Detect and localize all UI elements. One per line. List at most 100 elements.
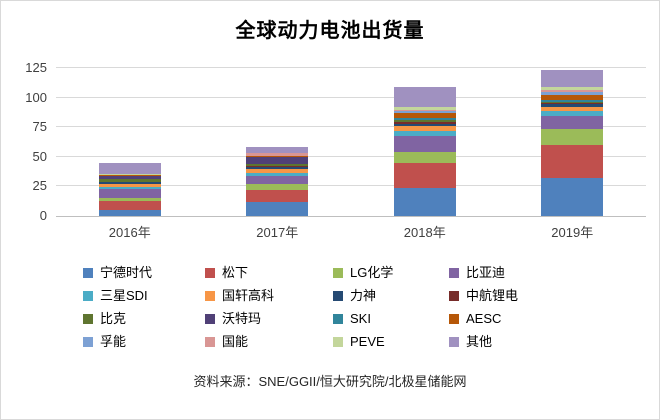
bar-segment-LG化学 [541, 129, 604, 145]
bar-segment-沃特玛 [98, 176, 161, 180]
bar-segment-中航锂电 [541, 102, 604, 105]
bar-segment-中航锂电 [246, 165, 309, 167]
bar-segment-AESC [246, 156, 309, 157]
bar-segment-三星SDI [246, 173, 309, 177]
legend-swatch-icon [333, 313, 343, 324]
bar-segment-孚能 [541, 92, 604, 95]
bar-segment-国轩高科 [393, 126, 456, 132]
legend-swatch-icon [333, 267, 343, 278]
legend-item-LG化学: LG化学 [333, 261, 449, 284]
legend-item-国轩高科: 国轩高科 [205, 284, 333, 307]
bar-segment-力神 [393, 123, 456, 127]
x-axis-tick-label: 2016年 [108, 225, 151, 240]
bar-slot-2016年 [56, 68, 204, 216]
legend-item-其他: 其他 [449, 330, 577, 353]
bar-segment-松下 [393, 163, 456, 189]
bar-segment-国轩高科 [98, 183, 161, 187]
legend-item-宁德时代: 宁德时代 [83, 261, 205, 284]
bar-segment-比亚迪 [393, 136, 456, 152]
bar-segment-三星SDI [541, 110, 604, 116]
bar-segment-比亚迪 [541, 116, 604, 130]
legend-label: 宁德时代 [100, 264, 153, 280]
chart-title: 全球动力电池出货量 [235, 20, 425, 42]
legend-swatch-icon [205, 336, 215, 347]
bar-segment-其他 [246, 147, 309, 154]
bar-segment-比克 [98, 179, 161, 182]
bar-segment-松下 [246, 189, 309, 203]
y-axis-tick-label: 50 [32, 148, 47, 164]
bar-segment-比克 [393, 120, 456, 123]
legend-swatch-icon [333, 336, 343, 347]
legend-item-国能: 国能 [205, 330, 333, 353]
legend-swatch-icon [449, 313, 459, 324]
legend-swatch-icon [83, 290, 93, 301]
bar-segment-国轩高科 [541, 106, 604, 111]
bar-segment-国能 [246, 153, 309, 156]
y-axis-tick-label: 125 [25, 60, 47, 75]
legend-swatch-icon [205, 267, 215, 278]
gridline [56, 185, 646, 187]
stacked-bar-2018年 [393, 87, 456, 216]
legend-item-比克: 比克 [83, 307, 205, 330]
legend-item-SKI: SKI [333, 307, 449, 330]
x-axis: 2016年 2017年 2018年 2019年 [56, 222, 646, 242]
legend-swatch-icon [205, 313, 215, 324]
x-axis-tick-label: 2019年 [551, 225, 594, 240]
legend-item-比亚迪: 比亚迪 [449, 261, 577, 284]
bar-segment-比亚迪 [246, 176, 309, 185]
bar-segment-宁德时代 [541, 178, 604, 216]
bar-slot-2017年 [204, 68, 352, 216]
bar-segment-国能 [393, 109, 456, 111]
legend-label: LG化学 [350, 264, 394, 280]
legend-label: 国轩高科 [222, 287, 275, 303]
bar-segment-AESC [541, 94, 604, 100]
stacked-bar-2016年 [98, 162, 161, 216]
bar-segment-LG化学 [98, 198, 161, 202]
bar-segment-力神 [541, 104, 604, 107]
bar-segment-LG化学 [393, 151, 456, 164]
bar-segment-松下 [541, 144, 604, 179]
legend-swatch-icon [205, 290, 215, 301]
plot-area [56, 67, 647, 217]
stacked-bar-2017年 [246, 147, 309, 216]
legend-label: 比亚迪 [466, 264, 506, 280]
legend-swatch-icon [83, 313, 93, 324]
legend-swatch-icon [83, 267, 93, 278]
bar-segment-宁德时代 [246, 202, 309, 216]
bar-segment-国能 [541, 90, 604, 93]
bar-segment-国轩高科 [246, 168, 309, 174]
bar-segment-力神 [246, 166, 309, 169]
legend-item-中航锂电: 中航锂电 [449, 284, 577, 307]
bar-slot-2019年 [499, 68, 647, 216]
y-axis: 0 25 50 75 100 125 [1, 60, 47, 223]
y-axis-tick-label: 25 [32, 178, 47, 194]
bar-segment-PEVE [393, 106, 456, 110]
bar-segment-其他 [98, 162, 161, 175]
legend-item-沃特玛: 沃特玛 [205, 307, 333, 330]
bar-segment-力神 [98, 182, 161, 184]
legend-swatch-icon [333, 290, 343, 301]
legend-item-三星SDI: 三星SDI [83, 284, 205, 307]
legend-item-力神: 力神 [333, 284, 449, 307]
bar-segment-其他 [393, 87, 456, 107]
legend-label: 三星SDI [100, 287, 148, 303]
legend-item-孚能: 孚能 [83, 330, 205, 353]
bar-segment-孚能 [393, 110, 456, 113]
legend-label: 沃特玛 [222, 310, 262, 326]
bar-segment-中航锂电 [393, 122, 456, 124]
bar-segment-LG化学 [246, 184, 309, 190]
bar-segment-比克 [246, 163, 309, 166]
x-axis-tick-label: 2017年 [256, 225, 299, 240]
bar-segment-宁德时代 [98, 209, 161, 216]
bar-segment-沃特玛 [246, 157, 309, 164]
legend-label: PEVE [350, 333, 385, 349]
source-note: 资料来源：SNE/GGII/恒大研究院/北极星储能网 [193, 374, 467, 389]
x-axis-tick-label: 2018年 [403, 225, 446, 240]
bar-segment-三星SDI [393, 131, 456, 137]
legend-label: 其他 [466, 333, 493, 349]
gridline [56, 67, 646, 68]
legend-swatch-icon [83, 336, 93, 347]
stacked-bar-2019年 [541, 70, 604, 216]
bar-segment-AESC [393, 112, 456, 118]
